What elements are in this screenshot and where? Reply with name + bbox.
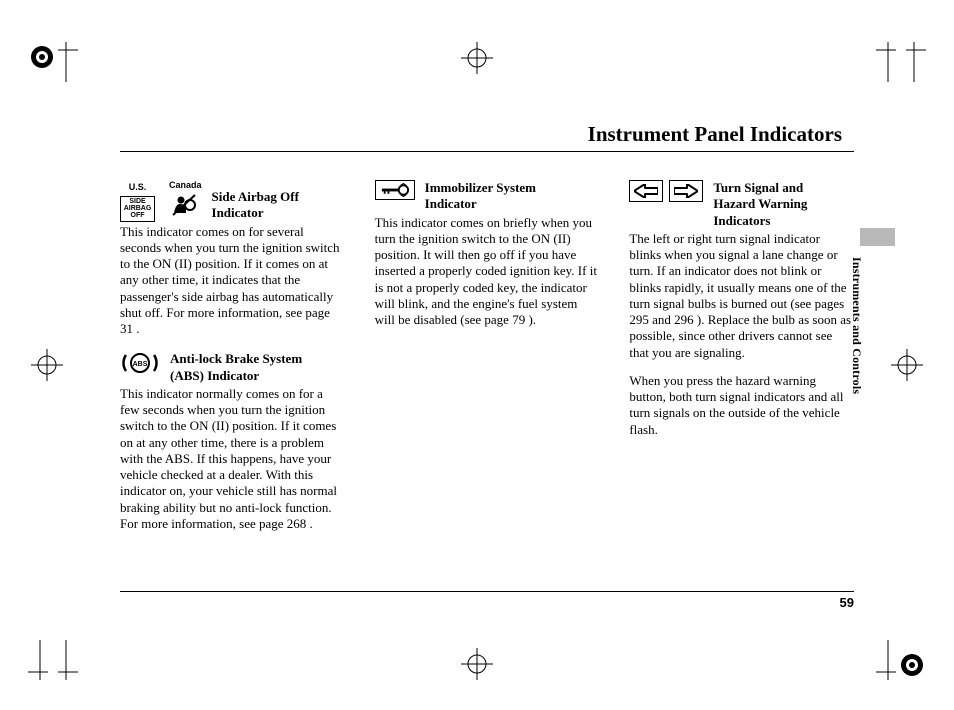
section-body: This indicator comes on for several seco… bbox=[120, 224, 345, 338]
section-title: Turn Signal and Hazard Warning Indicator… bbox=[713, 180, 843, 229]
section-abs: ABS Anti-lock Brake System (ABS) Indicat… bbox=[120, 351, 345, 532]
svg-text:ABS: ABS bbox=[133, 361, 148, 368]
side-tab bbox=[860, 228, 895, 246]
abs-indicator-icon: ABS bbox=[120, 351, 160, 379]
crop-mark-icon bbox=[882, 340, 932, 390]
section-body: This indicator normally comes on for a f… bbox=[120, 386, 345, 532]
section-title: Anti-lock Brake System (ABS) Indicator bbox=[170, 351, 330, 384]
content-columns: U.S. SIDEAIRBAGOFF Canada bbox=[120, 180, 854, 580]
column-3: Turn Signal and Hazard Warning Indicator… bbox=[629, 180, 854, 580]
crop-mark-icon bbox=[28, 630, 78, 680]
right-arrow-icon bbox=[669, 180, 703, 202]
crop-mark-icon bbox=[452, 42, 502, 92]
page-title: Instrument Panel Indicators bbox=[588, 122, 842, 147]
footer-rule bbox=[120, 591, 854, 592]
crop-mark-icon bbox=[22, 340, 72, 390]
page: Instrument Panel Indicators Instruments … bbox=[0, 0, 954, 710]
column-1: U.S. SIDEAIRBAGOFF Canada bbox=[120, 180, 345, 580]
section-body: When you press the hazard warning button… bbox=[629, 373, 854, 438]
section-body: The left or right turn signal indicator … bbox=[629, 231, 854, 361]
section-side-airbag: U.S. SIDEAIRBAGOFF Canada bbox=[120, 180, 345, 337]
crop-mark-icon bbox=[876, 630, 926, 680]
immobilizer-key-icon bbox=[375, 180, 415, 200]
left-arrow-icon bbox=[629, 180, 663, 202]
section-immobilizer: Immobilizer System Indicator This indica… bbox=[375, 180, 600, 328]
section-title: Immobilizer System Indicator bbox=[425, 180, 575, 213]
turn-signal-icons bbox=[629, 180, 703, 202]
side-airbag-off-us-icon: SIDEAIRBAGOFF bbox=[120, 196, 155, 222]
side-airbag-off-canada-icon bbox=[170, 193, 200, 221]
crop-mark-icon bbox=[876, 42, 926, 92]
crop-mark-icon bbox=[28, 42, 78, 92]
label-canada: Canada bbox=[169, 180, 202, 191]
column-2: Immobilizer System Indicator This indica… bbox=[375, 180, 600, 580]
airbag-icons: U.S. SIDEAIRBAGOFF Canada bbox=[120, 180, 202, 222]
header-rule bbox=[120, 151, 854, 152]
section-turn-signal: Turn Signal and Hazard Warning Indicator… bbox=[629, 180, 854, 438]
section-body: This indicator comes on briefly when you… bbox=[375, 215, 600, 329]
section-title: Side Airbag Off Indicator bbox=[212, 189, 317, 222]
page-number: 59 bbox=[840, 595, 854, 610]
crop-mark-icon bbox=[452, 630, 502, 680]
label-us: U.S. bbox=[129, 182, 147, 193]
